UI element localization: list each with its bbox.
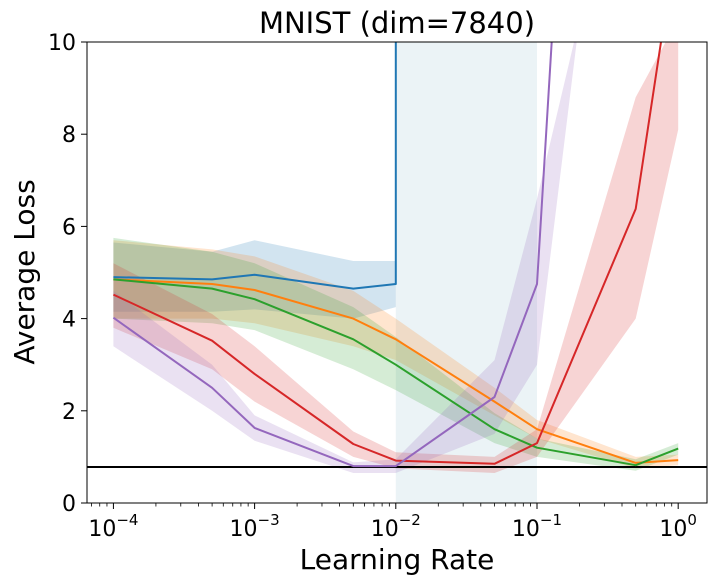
plot-frame — [86, 41, 708, 504]
x-axis-label: Learning Rate — [300, 543, 495, 576]
shaded-lr-region — [395, 42, 537, 503]
band-orange — [113, 240, 679, 469]
x-tick-label: 10−1 — [512, 511, 562, 542]
y-tick-label: 0 — [62, 492, 76, 517]
y-tick-label: 10 — [48, 31, 76, 56]
x-tick-label: 10−4 — [88, 511, 138, 542]
band-blue — [113, 240, 396, 319]
x-tick-label: 10−2 — [371, 511, 421, 542]
y-tick-label: 6 — [62, 215, 76, 240]
series-line-orange — [113, 278, 679, 464]
series-line-blue — [113, 42, 397, 290]
band-green — [113, 237, 679, 471]
shaded-region-layer — [395, 42, 537, 503]
series-line-layer — [112, 42, 679, 468]
band-red — [113, 42, 679, 473]
plot-area — [87, 42, 707, 503]
x-tick-label: 10−3 — [230, 511, 280, 542]
y-axis-label: Average Loss — [8, 179, 41, 364]
y-tick-label: 2 — [62, 400, 76, 425]
series-line-red — [112, 42, 663, 465]
y-tick-label: 4 — [62, 308, 76, 333]
y-axis-ticks: 0 2 4 6 8 10 — [48, 31, 87, 517]
series-line-purple — [112, 42, 553, 468]
x-tick-label: 100 — [659, 511, 697, 542]
confidence-band-layer — [113, 42, 679, 473]
series-line-green — [113, 278, 679, 467]
chart-title: MNIST (dim=7840) — [259, 6, 535, 40]
x-axis-ticks: 10−4 10−3 10−2 10−1 100 — [88, 503, 697, 542]
y-tick-label: 8 — [62, 123, 76, 148]
